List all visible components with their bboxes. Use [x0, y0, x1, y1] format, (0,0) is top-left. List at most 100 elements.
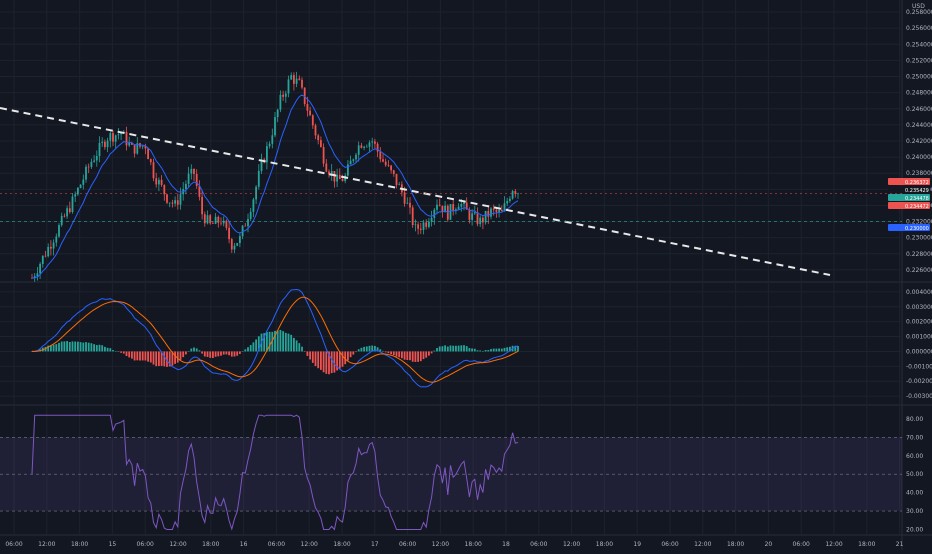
- candle-body: [198, 185, 201, 197]
- macd-histogram-bar: [495, 348, 498, 352]
- candle-body: [441, 205, 444, 213]
- macd-histogram-bar: [341, 351, 344, 367]
- rsi-tick-label: 80.00: [906, 416, 923, 423]
- macd-histogram-bar: [214, 351, 217, 357]
- candle: [168, 202, 171, 208]
- candle: [112, 130, 114, 146]
- macd-histogram-bar: [112, 350, 114, 352]
- candle-body: [214, 216, 217, 224]
- macd-histogram-bar: [395, 351, 398, 357]
- candle: [395, 173, 398, 189]
- candle-body: [101, 141, 104, 144]
- candle: [409, 197, 411, 215]
- candle-body: [392, 170, 395, 174]
- candle: [82, 174, 85, 190]
- candle-body: [266, 146, 268, 163]
- candle: [290, 72, 293, 81]
- candle: [155, 172, 158, 188]
- price-pane[interactable]: [0, 71, 902, 282]
- candle: [239, 232, 241, 248]
- candle-body: [293, 75, 295, 84]
- macd-histogram-bar: [498, 348, 500, 352]
- candle-body: [363, 146, 365, 148]
- price-tick-label: 0.244000: [906, 122, 932, 129]
- rsi-tick-label: 70.00: [906, 434, 923, 441]
- macd-histogram-bar: [517, 345, 519, 352]
- candle: [125, 126, 128, 151]
- macd-histogram-bar: [446, 346, 449, 352]
- candle-body: [422, 222, 425, 230]
- price-badge-bg: [888, 224, 930, 231]
- candle-body: [109, 133, 112, 141]
- macd-tick-label: -0.001000: [906, 363, 932, 370]
- candle-body: [203, 214, 206, 224]
- candle-body: [44, 255, 47, 257]
- price-tick-label: 0.254000: [906, 41, 932, 48]
- candle: [333, 170, 336, 188]
- candle-body: [176, 200, 179, 205]
- candle-body: [85, 166, 87, 180]
- macd-histogram-bar: [303, 351, 306, 352]
- time-tick-label: 06:00: [661, 541, 678, 548]
- candle: [106, 137, 109, 153]
- macd-histogram-bar: [195, 348, 198, 352]
- candle: [484, 210, 487, 225]
- candle: [201, 190, 203, 220]
- candle: [473, 205, 476, 216]
- candle-body: [295, 78, 298, 84]
- macd-tick-label: -0.003000: [906, 393, 932, 400]
- price-tick-label: 0.252000: [906, 57, 932, 64]
- candle-body: [476, 212, 479, 225]
- time-tick-label: 16: [240, 541, 248, 548]
- candle: [90, 158, 93, 169]
- macd-histogram-bar: [160, 351, 163, 366]
- macd-histogram-bar: [66, 341, 68, 352]
- macd-histogram-bar: [255, 339, 257, 352]
- candle-body: [71, 196, 74, 213]
- macd-histogram-bar: [463, 345, 465, 352]
- macd-histogram-bar: [390, 351, 392, 355]
- candle-body: [382, 159, 384, 162]
- candle: [71, 193, 74, 214]
- candle-body: [309, 110, 311, 116]
- candle: [58, 223, 60, 238]
- macd-line: [31, 288, 519, 388]
- axes: 06:00 12:00 18:00 15 06:00 12:00 18:00 16 06:00 1…: [5, 3, 932, 548]
- candle-body: [144, 145, 147, 149]
- candle: [147, 147, 149, 160]
- candle: [506, 197, 509, 207]
- macd-histogram-bar: [325, 351, 328, 374]
- candle: [163, 184, 166, 201]
- candle: [487, 204, 490, 224]
- candle-body: [225, 220, 228, 228]
- macd-histogram-bar: [473, 348, 476, 352]
- candle-body: [368, 142, 371, 147]
- price-tick-label: 0.248000: [906, 90, 932, 97]
- candle-body: [303, 87, 306, 104]
- macd-histogram-bar: [479, 350, 482, 352]
- macd-histogram-bar: [465, 346, 468, 352]
- macd-histogram-bar: [374, 345, 376, 352]
- macd-histogram-bar: [120, 351, 122, 353]
- macd-tick-label: -0.002000: [906, 378, 932, 385]
- macd-pane[interactable]: [31, 288, 519, 388]
- candle-body: [503, 203, 506, 212]
- candle-body: [68, 208, 71, 213]
- price-tick-label: 0.232000: [906, 219, 932, 226]
- candle-body: [247, 218, 249, 227]
- candle-body: [212, 223, 214, 224]
- macd-histogram-bar: [87, 342, 90, 352]
- macd-histogram-bar: [193, 347, 195, 352]
- time-tick-label: 15: [109, 541, 117, 548]
- candle: [276, 108, 279, 123]
- macd-histogram-bar: [77, 341, 79, 352]
- rsi-pane[interactable]: [0, 414, 902, 531]
- candle-body: [328, 171, 330, 175]
- candle: [411, 205, 414, 228]
- macd-histogram-bar: [392, 351, 395, 356]
- candle: [428, 218, 430, 229]
- macd-histogram-bar: [244, 349, 247, 352]
- candle-body: [152, 162, 155, 179]
- time-tick-label: 06:00: [5, 541, 22, 548]
